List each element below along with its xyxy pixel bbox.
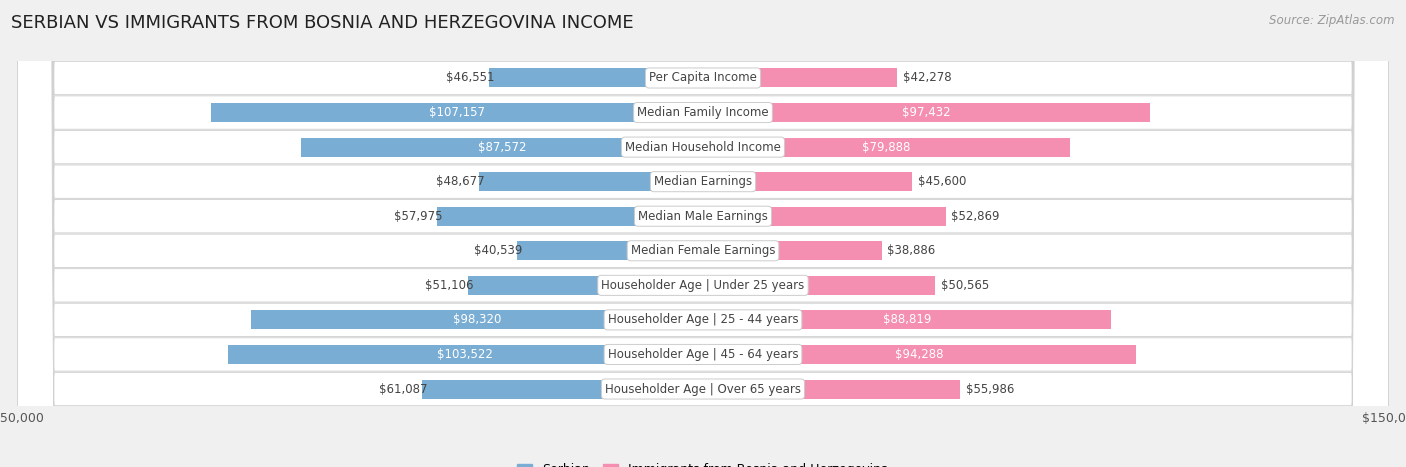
Text: Median Family Income: Median Family Income xyxy=(637,106,769,119)
Text: Median Household Income: Median Household Income xyxy=(626,141,780,154)
FancyBboxPatch shape xyxy=(17,0,1389,467)
Text: $57,975: $57,975 xyxy=(394,210,443,223)
Text: $103,522: $103,522 xyxy=(437,348,494,361)
Bar xyxy=(517,241,703,260)
Text: $42,278: $42,278 xyxy=(903,71,952,85)
Bar xyxy=(437,207,703,226)
Text: Median Male Earnings: Median Male Earnings xyxy=(638,210,768,223)
FancyBboxPatch shape xyxy=(17,0,1389,467)
Text: Median Earnings: Median Earnings xyxy=(654,175,752,188)
FancyBboxPatch shape xyxy=(17,0,1389,467)
Text: Householder Age | 45 - 64 years: Householder Age | 45 - 64 years xyxy=(607,348,799,361)
Bar xyxy=(703,276,935,295)
Text: Per Capita Income: Per Capita Income xyxy=(650,71,756,85)
FancyBboxPatch shape xyxy=(17,0,1389,467)
Bar xyxy=(703,207,946,226)
Text: $38,886: $38,886 xyxy=(887,244,935,257)
Text: $52,869: $52,869 xyxy=(952,210,1000,223)
Text: $46,551: $46,551 xyxy=(446,71,495,85)
Bar xyxy=(252,311,703,329)
Bar xyxy=(468,276,703,295)
Text: $88,819: $88,819 xyxy=(883,313,931,326)
Bar xyxy=(301,138,703,156)
Bar xyxy=(703,241,882,260)
Text: $94,288: $94,288 xyxy=(896,348,943,361)
Text: $50,565: $50,565 xyxy=(941,279,988,292)
Text: Householder Age | Over 65 years: Householder Age | Over 65 years xyxy=(605,382,801,396)
FancyBboxPatch shape xyxy=(17,0,1389,467)
FancyBboxPatch shape xyxy=(17,0,1389,467)
Text: $79,888: $79,888 xyxy=(862,141,911,154)
Text: $45,600: $45,600 xyxy=(918,175,966,188)
Text: $107,157: $107,157 xyxy=(429,106,485,119)
FancyBboxPatch shape xyxy=(17,0,1389,467)
Text: $51,106: $51,106 xyxy=(425,279,474,292)
Bar xyxy=(703,311,1111,329)
Text: $87,572: $87,572 xyxy=(478,141,526,154)
Bar xyxy=(703,380,960,398)
Text: $40,539: $40,539 xyxy=(474,244,522,257)
FancyBboxPatch shape xyxy=(17,0,1389,467)
Bar xyxy=(703,172,912,191)
Legend: Serbian, Immigrants from Bosnia and Herzegovina: Serbian, Immigrants from Bosnia and Herz… xyxy=(517,463,889,467)
Text: Median Female Earnings: Median Female Earnings xyxy=(631,244,775,257)
Bar xyxy=(228,345,703,364)
Bar xyxy=(422,380,703,398)
Bar xyxy=(479,172,703,191)
Bar xyxy=(703,103,1150,122)
Bar xyxy=(703,138,1070,156)
Text: Householder Age | Under 25 years: Householder Age | Under 25 years xyxy=(602,279,804,292)
Text: Householder Age | 25 - 44 years: Householder Age | 25 - 44 years xyxy=(607,313,799,326)
Text: Source: ZipAtlas.com: Source: ZipAtlas.com xyxy=(1270,14,1395,27)
Text: $97,432: $97,432 xyxy=(903,106,950,119)
Bar xyxy=(489,69,703,87)
Text: $98,320: $98,320 xyxy=(453,313,502,326)
Bar xyxy=(703,345,1136,364)
FancyBboxPatch shape xyxy=(17,0,1389,467)
Text: $48,677: $48,677 xyxy=(436,175,485,188)
Text: $61,087: $61,087 xyxy=(380,382,427,396)
FancyBboxPatch shape xyxy=(17,0,1389,467)
Bar xyxy=(211,103,703,122)
Text: $55,986: $55,986 xyxy=(966,382,1014,396)
Text: SERBIAN VS IMMIGRANTS FROM BOSNIA AND HERZEGOVINA INCOME: SERBIAN VS IMMIGRANTS FROM BOSNIA AND HE… xyxy=(11,14,634,32)
Bar xyxy=(703,69,897,87)
